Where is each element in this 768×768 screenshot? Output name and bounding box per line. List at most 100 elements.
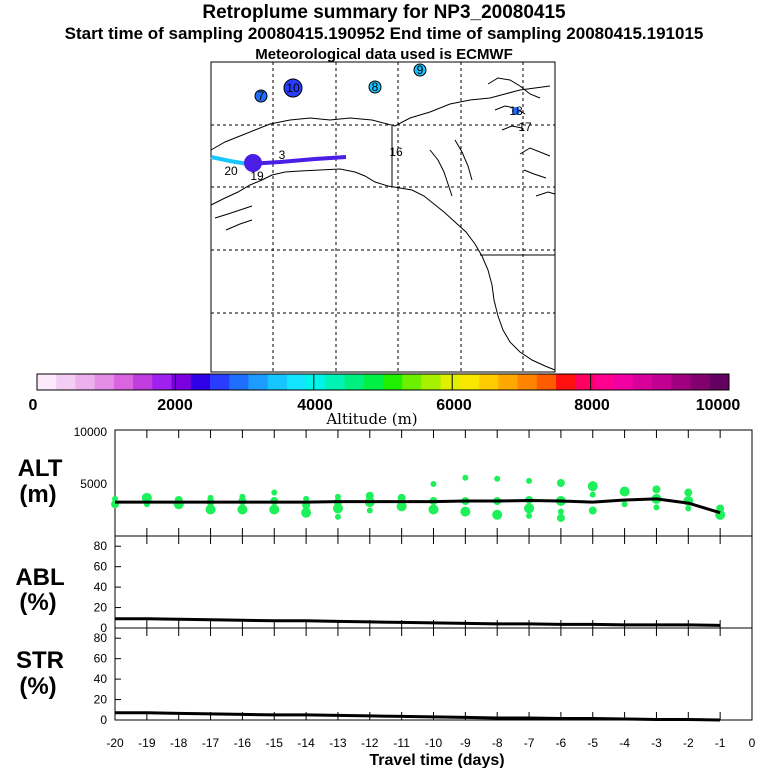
cluster-label-7: 7 [258,89,265,103]
alt-point [428,504,439,515]
colorbar-cells [36,374,730,390]
colorbar-cell [402,374,422,390]
x-tick-label: -7 [524,736,535,750]
str-panel-frame [114,627,753,721]
str-ytick-label: 60 [94,652,108,666]
sampling-time-line: Start time of sampling 20080415.190952 E… [64,24,704,43]
chart-title: Retroplume summary for NP3_20080415 [202,2,566,23]
alt-point [653,504,660,511]
colorbar-cell [709,374,730,390]
colorbar-cell [440,374,461,390]
alt-point [334,513,341,520]
abl-data [115,617,721,627]
alt-point [621,501,628,508]
alt-point [237,504,248,515]
trajectory [210,155,347,166]
colorbar-cell [498,374,518,390]
x-tick-label: -15 [266,736,284,750]
trajectory-segment-late [247,155,347,166]
alt-point [685,505,692,512]
alt-panel: ALT (m) 10000 5000 [18,425,753,537]
x-tick-label: -6 [556,736,567,750]
colorbar-cell [652,374,672,390]
cluster-marker-start [244,154,262,172]
colorbar-tick-2000: 2000 [157,397,193,414]
alt-point [589,491,596,498]
colorbar-cell [94,374,115,390]
x-tick-label: -9 [460,736,471,750]
x-tick-label: -16 [234,736,252,750]
cluster-label-9: 9 [417,63,424,77]
colorbar-cell [421,374,442,390]
x-tick-label: 0 [749,736,756,750]
alt-point [112,495,118,502]
map-panel: 9 10 7 8 18 17 16 3 20 19 [210,61,556,373]
x-tick-label: -3 [651,736,662,750]
cluster-label-3: 3 [279,148,286,162]
x-axis-label: Travel time (days) [369,752,504,768]
colorbar-cell [690,374,711,390]
alt-point [619,486,630,497]
alt-data [111,474,726,522]
cluster-label-8: 8 [372,80,379,94]
map-graticule [211,62,555,372]
cluster-label-20: 20 [224,164,238,178]
colorbar-cell [594,374,615,390]
abl-panel-frame [114,535,753,629]
colorbar-cell [556,374,576,390]
cluster-label-16: 16 [389,145,403,159]
alt-ylabel: ALT [18,455,63,482]
border-lines [391,126,555,256]
alt-point [556,513,565,522]
colorbar-cell [248,374,269,390]
x-tick-label: -5 [587,736,598,750]
colorbar-cell [113,374,134,390]
alt-point [334,493,341,500]
colorbar-cell [286,374,307,390]
colorbar-cell [37,374,57,390]
abl-ytick-label: 0 [100,621,107,635]
cluster-marker-10 [283,78,303,98]
colorbar-cell [306,374,326,390]
abl-yticks: 0 20 40 60 80 [94,539,121,635]
x-tick-label: -8 [492,736,503,750]
alt-point [332,503,343,514]
colorbar: 0 2000 4000 6000 8000 10000 Altitude (m) [29,373,740,428]
day-ticks [114,430,753,720]
colorbar-tick-6000: 6000 [436,397,472,414]
alt-point [397,493,406,502]
alt-point [430,481,437,488]
abl-ylabel: ABL [15,564,64,591]
alt-point [366,507,373,514]
abl-panel: ABL (%) 0 20 40 60 80 [15,535,753,635]
x-tick-label: -1 [715,736,726,750]
x-tick-label: -14 [297,736,315,750]
colorbar-cell [75,374,96,390]
colorbar-cell [671,374,691,390]
cluster-markers: 9 10 7 8 18 17 16 3 20 19 [224,63,532,183]
x-tick-label: -20 [106,736,124,750]
colorbar-cell [344,374,365,390]
alt-point [462,474,469,481]
colorbar-cell [133,374,153,390]
colorbar-tick-8000: 8000 [574,397,610,414]
map-frame [210,61,556,373]
colorbar-cell [56,374,76,390]
alt-point [526,512,533,519]
cluster-label-17: 17 [518,120,532,134]
alt-point [652,485,661,494]
colorbar-cell [479,374,499,390]
colorbar-cell [575,374,595,390]
abl-ytick-label: 80 [94,539,108,553]
alt-point [303,495,310,502]
x-tick-label: -11 [393,736,410,750]
str-ytick-label: 0 [100,713,107,727]
cluster-marker-9 [413,63,427,77]
alt-ytick-10000: 10000 [74,425,108,439]
abl-ytick-label: 40 [94,580,108,594]
x-tick-label: -13 [329,736,347,750]
alt-point [684,488,693,497]
abl-line [115,617,721,627]
colorbar-cell [210,374,230,390]
